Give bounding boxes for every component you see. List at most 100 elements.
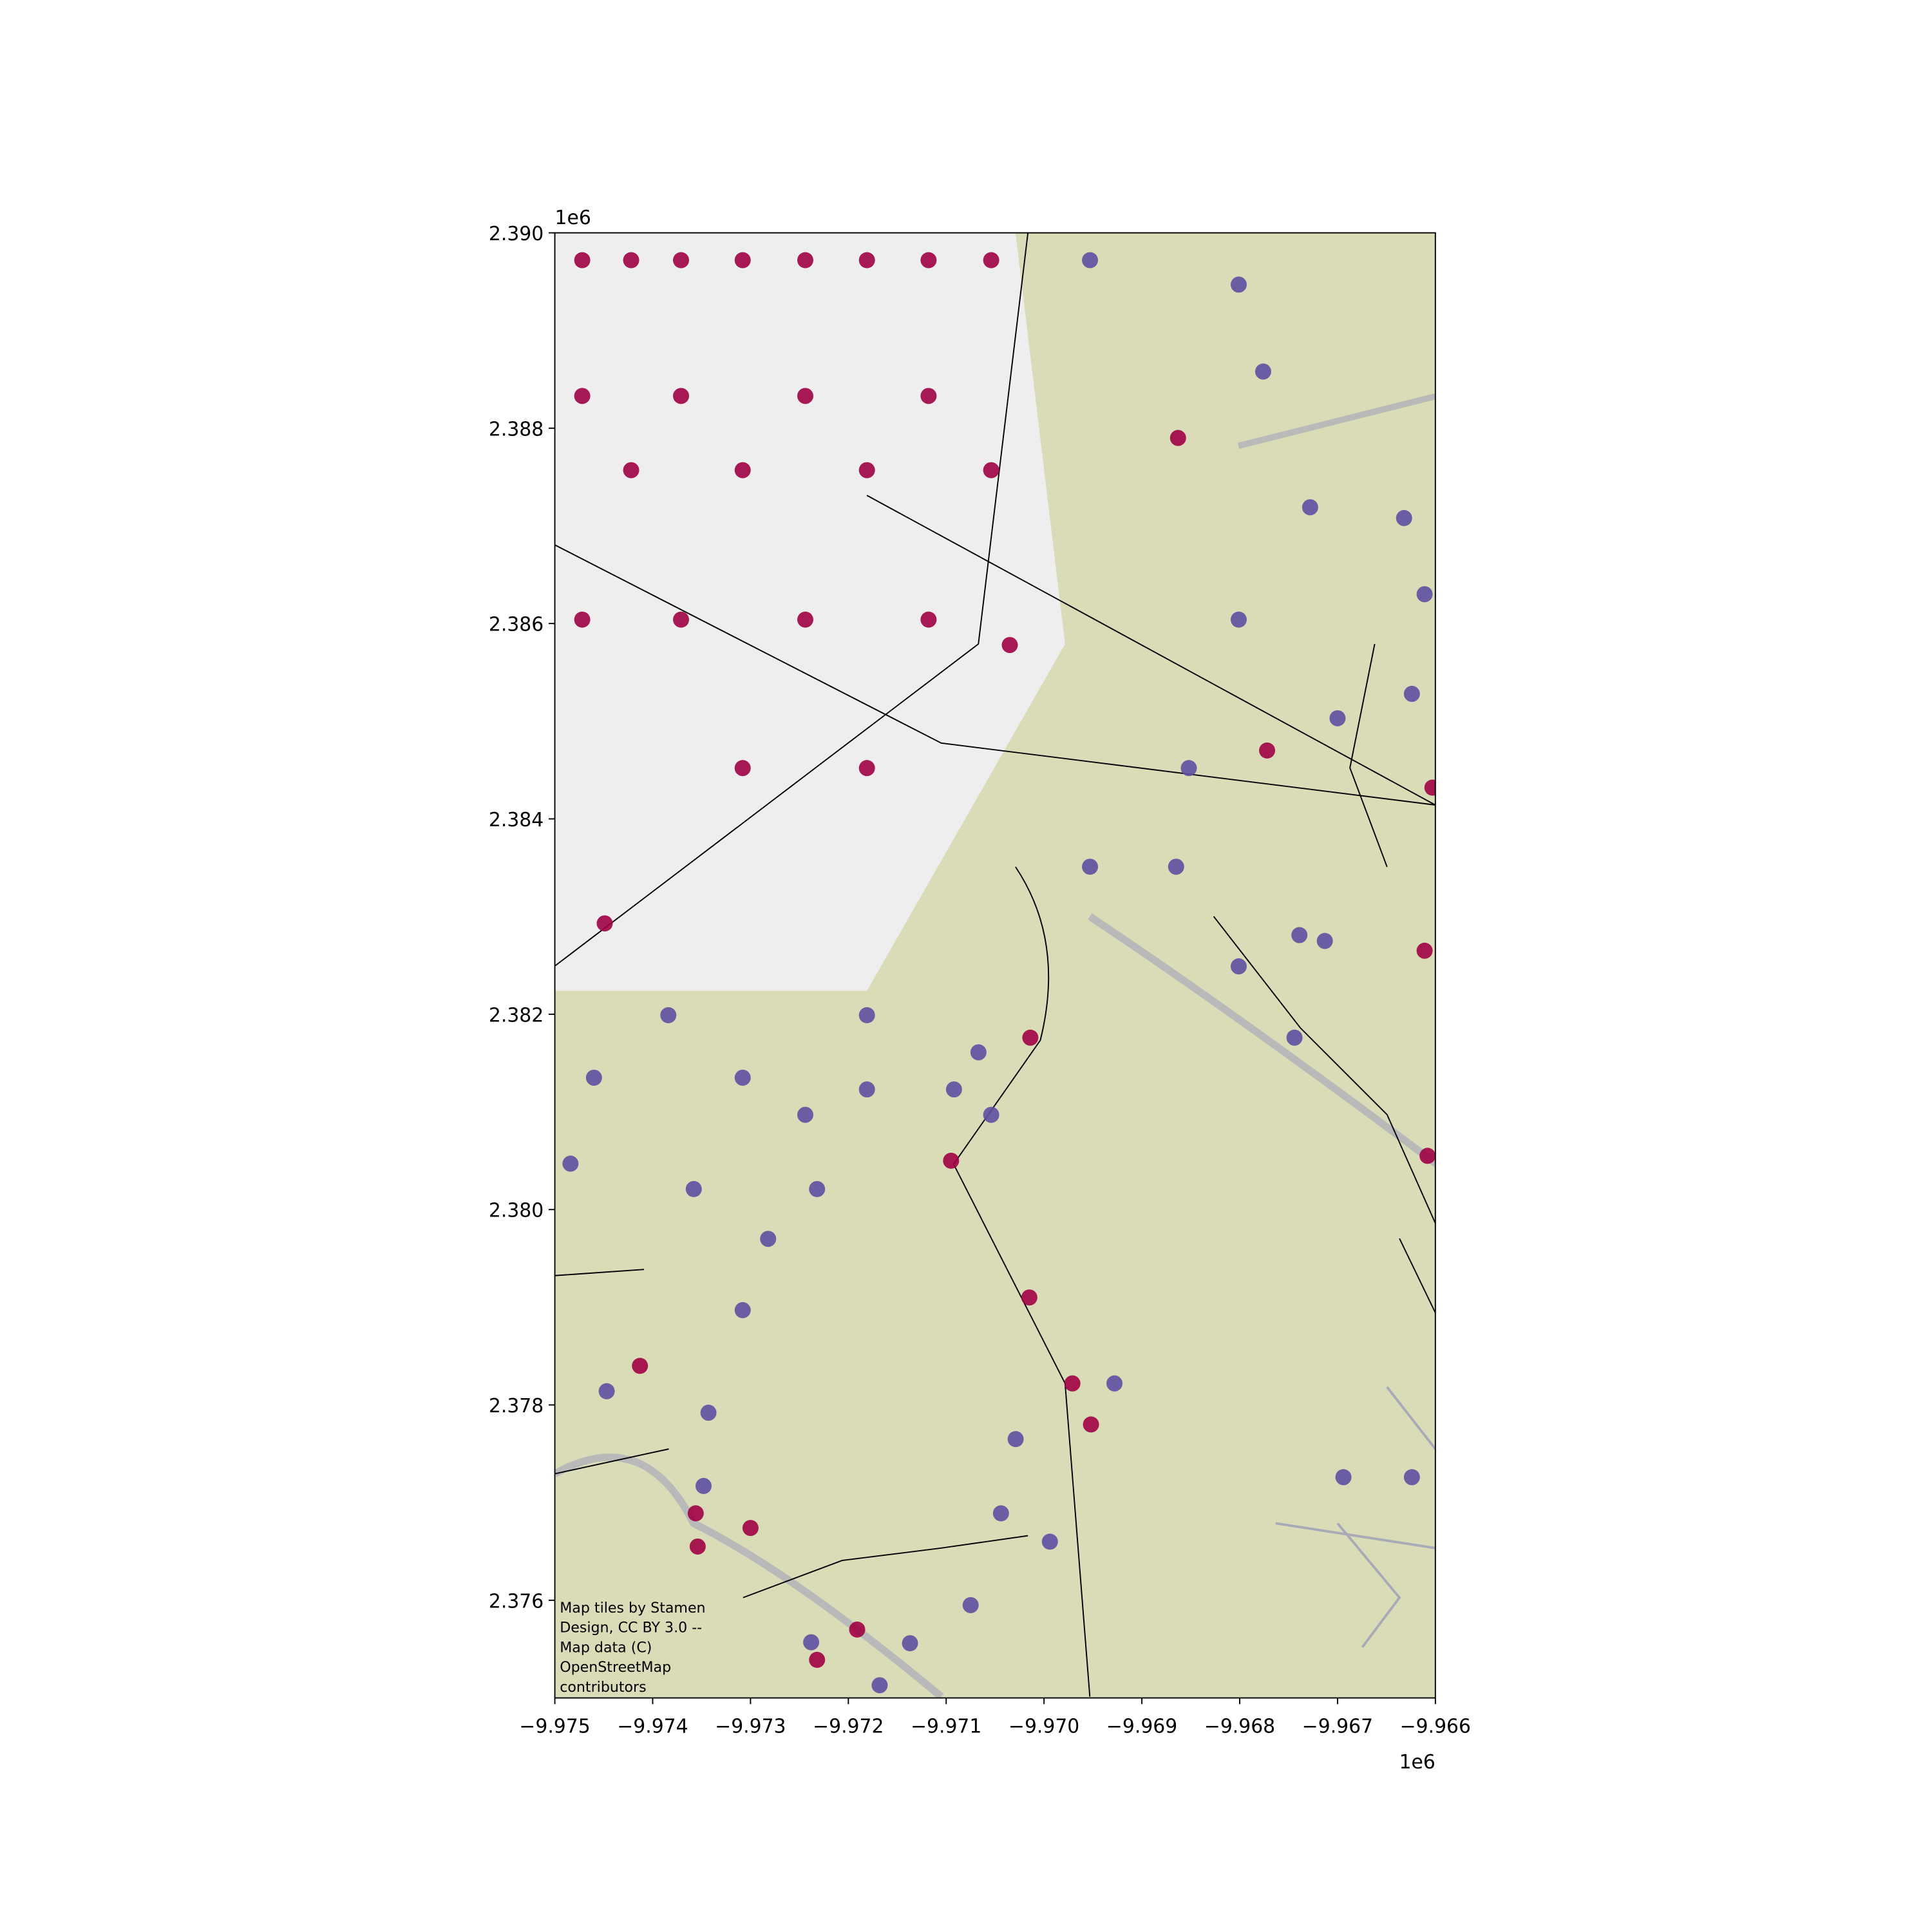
- node-point: [1329, 710, 1346, 726]
- x-tick-label: −9.975: [519, 1715, 590, 1738]
- x-tick-label: −9.974: [617, 1715, 688, 1738]
- node-point: [695, 1477, 712, 1494]
- x-tick-label: −9.966: [1400, 1715, 1471, 1738]
- node-point: [687, 1505, 704, 1522]
- node-point: [983, 252, 999, 269]
- node-point: [734, 252, 751, 269]
- attribution: Map tiles by Stamen Design, CC BY 3.0 -- M…: [560, 1600, 705, 1696]
- node-point: [574, 611, 591, 628]
- node-point: [920, 252, 937, 269]
- node-point: [596, 915, 613, 932]
- attribution-line: Design, CC BY 3.0 --: [560, 1620, 702, 1636]
- node-point: [673, 252, 690, 269]
- node-point: [962, 1596, 979, 1613]
- node-point: [797, 388, 813, 404]
- x-offset-label: 1e6: [1399, 1751, 1435, 1774]
- node-point: [803, 1634, 820, 1651]
- attribution-line: OpenStreetMap: [560, 1659, 671, 1676]
- node-point: [849, 1621, 866, 1638]
- node-point: [673, 611, 690, 628]
- node-point: [1106, 1375, 1123, 1392]
- node-point: [983, 1106, 999, 1123]
- basemap: [554, 232, 1435, 1698]
- node-point: [1001, 637, 1018, 654]
- node-point: [983, 462, 999, 478]
- node-point: [809, 1180, 826, 1197]
- node-point: [685, 1180, 702, 1197]
- x-tick-label: −9.970: [1009, 1715, 1079, 1738]
- axes-frame: [554, 232, 1436, 1699]
- node-point: [1259, 742, 1276, 759]
- node-point: [858, 1081, 875, 1098]
- node-point: [943, 1152, 960, 1169]
- node-point: [1291, 927, 1308, 943]
- node-point: [574, 388, 591, 404]
- node-point: [945, 1081, 962, 1098]
- node-point: [700, 1405, 717, 1421]
- node-point: [809, 1651, 826, 1668]
- node-point: [1396, 509, 1412, 526]
- node-point: [1082, 858, 1099, 875]
- node-point: [598, 1383, 615, 1399]
- node-point: [858, 462, 875, 478]
- node-point: [1180, 760, 1197, 777]
- node-point: [1230, 958, 1247, 975]
- points-layer: [562, 252, 1435, 1694]
- node-point: [1022, 1029, 1039, 1046]
- x-tick-label: −9.967: [1302, 1715, 1373, 1738]
- node-point: [920, 388, 937, 404]
- x-tick-label: −9.972: [813, 1715, 884, 1738]
- node-point: [1230, 611, 1247, 628]
- node-point: [1286, 1029, 1303, 1046]
- node-point: [1416, 942, 1433, 959]
- attribution-line: Map data (C): [560, 1639, 652, 1656]
- attribution-line: contributors: [560, 1679, 646, 1696]
- x-tick-label: −9.969: [1106, 1715, 1177, 1738]
- y-tick-label: 2.388: [489, 418, 544, 440]
- y-offset-label: 1e6: [555, 207, 591, 229]
- node-point: [902, 1635, 918, 1652]
- node-point: [1255, 363, 1271, 380]
- node-point: [1007, 1431, 1024, 1448]
- node-point: [1083, 1416, 1099, 1433]
- node-point: [858, 760, 875, 777]
- node-point: [858, 252, 875, 269]
- node-point: [1064, 1375, 1081, 1392]
- node-point: [797, 1106, 813, 1123]
- node-point: [871, 1677, 888, 1694]
- y-tick-label: 2.378: [489, 1395, 544, 1417]
- y-tick-label: 2.382: [489, 1004, 544, 1027]
- node-point: [1021, 1289, 1037, 1306]
- node-point: [1041, 1533, 1058, 1550]
- node-point: [1302, 499, 1318, 516]
- y-tick-label: 2.380: [489, 1200, 544, 1222]
- node-point: [992, 1505, 1009, 1522]
- node-point: [734, 1302, 751, 1318]
- node-point: [673, 388, 690, 404]
- node-point: [1082, 252, 1099, 269]
- node-point: [1230, 276, 1247, 293]
- node-point: [1168, 858, 1184, 875]
- node-point: [632, 1358, 649, 1374]
- node-point: [742, 1520, 759, 1537]
- node-point: [660, 1007, 677, 1023]
- node-point: [1403, 685, 1420, 702]
- node-point: [623, 462, 639, 478]
- node-point: [734, 462, 751, 478]
- node-point: [562, 1155, 579, 1172]
- node-point: [734, 1069, 751, 1086]
- attribution-line: Map tiles by Stamen: [560, 1600, 705, 1616]
- node-point: [623, 252, 639, 269]
- x-tick-label: −9.973: [715, 1715, 786, 1738]
- y-tick-label: 2.376: [489, 1590, 544, 1613]
- y-tick-label: 2.386: [489, 614, 544, 636]
- node-point: [920, 611, 937, 628]
- node-point: [574, 252, 591, 269]
- node-point: [797, 252, 813, 269]
- node-point: [797, 611, 813, 628]
- y-tick-label: 2.384: [489, 809, 544, 831]
- node-point: [689, 1538, 706, 1555]
- y-tick-label: 2.390: [489, 223, 544, 245]
- node-point: [734, 760, 751, 777]
